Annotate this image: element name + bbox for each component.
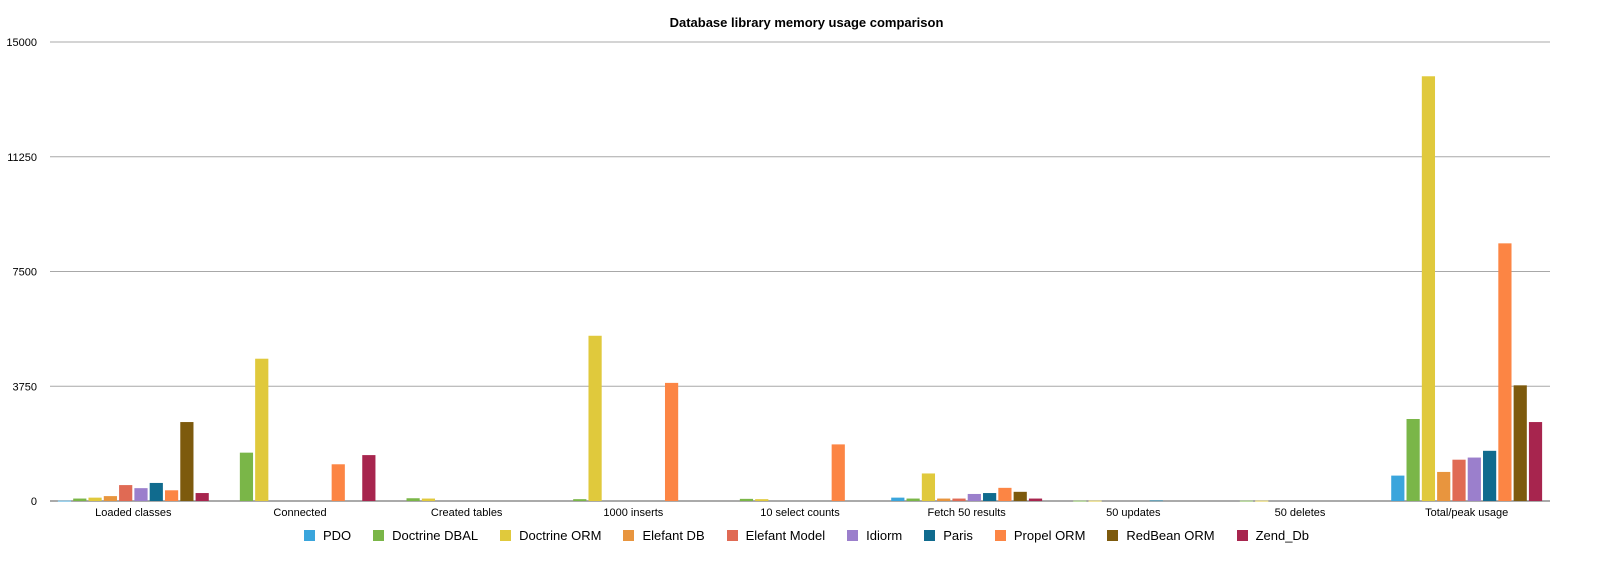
bar bbox=[952, 498, 966, 501]
legend-label: Doctrine DBAL bbox=[392, 528, 479, 543]
bar bbox=[1239, 500, 1254, 502]
bar bbox=[921, 473, 936, 501]
bar bbox=[983, 493, 997, 501]
legend-swatch bbox=[994, 530, 1006, 541]
bar bbox=[103, 496, 117, 501]
bar bbox=[1513, 385, 1527, 501]
legend-item: PDO bbox=[303, 528, 352, 543]
legend-item: Elefant DB bbox=[623, 528, 705, 543]
bar bbox=[1452, 459, 1466, 501]
bar bbox=[739, 498, 754, 501]
legend-item: RedBean ORM bbox=[1107, 528, 1215, 543]
legend-swatch bbox=[924, 530, 936, 541]
legend-swatch bbox=[847, 530, 859, 541]
legend-swatch bbox=[303, 530, 315, 541]
bar bbox=[88, 497, 102, 501]
legend-swatch bbox=[500, 530, 512, 541]
bar bbox=[906, 498, 920, 501]
legend-label: Paris bbox=[943, 528, 973, 543]
bar bbox=[421, 498, 436, 501]
bar bbox=[967, 493, 981, 501]
x-tick-label: Fetch 50 results bbox=[928, 507, 1007, 519]
legend-item: Doctrine ORM bbox=[500, 528, 601, 543]
y-tick-label: 15000 bbox=[6, 37, 37, 49]
bar bbox=[573, 499, 587, 501]
bar bbox=[73, 498, 87, 501]
bar bbox=[1528, 422, 1543, 501]
bar bbox=[195, 493, 209, 501]
bar bbox=[1498, 243, 1512, 501]
bar bbox=[1028, 498, 1043, 501]
bar bbox=[164, 490, 179, 501]
legend-label: Idiorm bbox=[866, 528, 903, 543]
bar bbox=[1013, 491, 1027, 501]
y-tick-label: 0 bbox=[31, 496, 37, 508]
y-tick-label: 3750 bbox=[13, 381, 37, 393]
legend-item: Idiorm bbox=[847, 528, 902, 543]
bar bbox=[588, 335, 602, 501]
bar bbox=[937, 498, 951, 501]
legend-swatch bbox=[726, 530, 738, 541]
bar bbox=[1255, 500, 1269, 502]
legend-label: Elefant DB bbox=[642, 528, 705, 543]
legend-item: Zend_Db bbox=[1236, 528, 1310, 543]
chart-title: Database library memory usage comparison bbox=[669, 15, 944, 30]
legend-item: Propel ORM bbox=[994, 528, 1086, 543]
legend-swatch bbox=[1236, 530, 1248, 541]
bar bbox=[1467, 457, 1481, 501]
legend-swatch bbox=[1107, 530, 1119, 541]
bar bbox=[1437, 471, 1451, 501]
bars bbox=[57, 76, 1543, 502]
bar bbox=[255, 358, 269, 501]
bar bbox=[891, 497, 905, 501]
bar bbox=[755, 499, 769, 501]
x-tick-label: Connected bbox=[273, 507, 326, 519]
legend-label: RedBean ORM bbox=[1126, 528, 1215, 543]
bar bbox=[239, 452, 254, 501]
bar bbox=[664, 382, 679, 501]
bar bbox=[1073, 500, 1087, 502]
grid bbox=[50, 41, 1550, 502]
legend-item: Paris bbox=[924, 528, 973, 543]
y-tick-label: 11250 bbox=[7, 152, 37, 164]
bar bbox=[406, 498, 420, 501]
legend-swatch bbox=[623, 530, 635, 541]
bar bbox=[1088, 500, 1102, 502]
legend-swatch bbox=[373, 530, 385, 541]
legend-label: PDO bbox=[322, 528, 352, 543]
legend-label: Doctrine ORM bbox=[519, 528, 602, 543]
y-tick-label: 7500 bbox=[13, 267, 37, 279]
bar bbox=[362, 455, 376, 501]
bar bbox=[998, 487, 1012, 501]
x-tick-label: Created tables bbox=[431, 507, 503, 519]
bar bbox=[831, 444, 845, 501]
x-tick-label: Total/peak usage bbox=[1425, 507, 1508, 519]
bar bbox=[1421, 76, 1436, 501]
legend-item: Elefant Model bbox=[726, 528, 826, 543]
legend-label: Elefant Model bbox=[745, 528, 826, 543]
bar bbox=[1391, 475, 1405, 501]
bar bbox=[57, 500, 72, 502]
x-tick-label: 1000 inserts bbox=[603, 507, 663, 519]
legend-label: Propel ORM bbox=[1013, 528, 1086, 543]
bar bbox=[331, 464, 345, 501]
legend: PDO Doctrine DBAL Doctrine ORM Elefant DB El… bbox=[0, 528, 1613, 543]
x-tick-label: 50 updates bbox=[1106, 507, 1161, 519]
bar bbox=[1483, 450, 1497, 501]
bar bbox=[1406, 418, 1420, 501]
bar bbox=[149, 482, 163, 501]
bar bbox=[119, 485, 133, 501]
bar bbox=[134, 488, 148, 501]
legend-item: Doctrine DBAL bbox=[373, 528, 478, 543]
x-tick-label: 50 deletes bbox=[1275, 507, 1326, 519]
x-tick-label: Loaded classes bbox=[95, 507, 172, 519]
bar bbox=[1149, 500, 1163, 502]
axes: 0 3750 7500 11250 15000 Loaded classes Connect… bbox=[6, 37, 1508, 519]
legend-label: Zend_Db bbox=[1255, 528, 1310, 543]
x-tick-label: 10 select counts bbox=[760, 507, 840, 519]
bar bbox=[180, 422, 194, 501]
